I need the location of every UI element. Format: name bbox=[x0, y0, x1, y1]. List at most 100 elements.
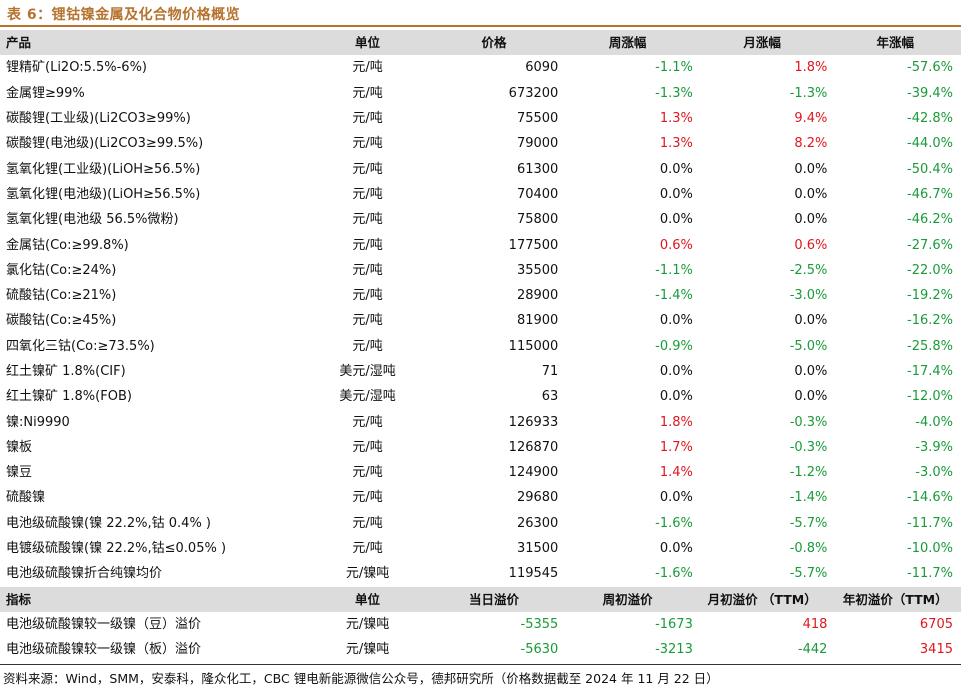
unit-cell: 元/吨 bbox=[352, 541, 383, 557]
weekly-change-cell: 0.0% bbox=[659, 490, 693, 506]
yearly-change-cell: -16.2% bbox=[907, 313, 953, 329]
header-indicator: 指标 bbox=[0, 586, 308, 612]
header-week-start-premium: 周初溢价 bbox=[560, 586, 695, 612]
unit-cell: 元/镍吨 bbox=[345, 566, 390, 582]
unit-cell: 元/吨 bbox=[352, 85, 383, 101]
header-product: 产品 bbox=[0, 30, 308, 56]
product-name: 硫酸钴(Co:≥21%) bbox=[6, 288, 117, 304]
weekly-change-cell: -1.3% bbox=[655, 85, 693, 101]
product-name: 镍豆 bbox=[6, 465, 33, 481]
yearly-change-cell: -4.0% bbox=[915, 414, 953, 430]
yearly-change-cell: -11.7% bbox=[907, 515, 953, 531]
price-cell: 126933 bbox=[508, 414, 559, 430]
monthly-change-cell: -442 bbox=[797, 642, 828, 658]
header-daily-premium: 当日溢价 bbox=[427, 586, 561, 612]
weekly-change-cell: -1.6% bbox=[655, 515, 693, 531]
yearly-change-cell: -39.4% bbox=[907, 85, 953, 101]
product-name: 碳酸钴(Co:≥45%) bbox=[6, 313, 117, 329]
table-row: 氢氧化锂(工业级)(LiOH≥56.5%) 元/吨 61300 0.0% 0.0% -50… bbox=[0, 156, 961, 181]
unit-cell: 元/吨 bbox=[352, 262, 383, 278]
price-cell: 81900 bbox=[516, 313, 559, 329]
price-cell: -5355 bbox=[520, 616, 559, 632]
monthly-change-cell: 0.0% bbox=[794, 161, 828, 177]
weekly-change-cell: -1.1% bbox=[655, 60, 693, 76]
unit-cell: 元/吨 bbox=[352, 288, 383, 304]
price-cell: 119545 bbox=[508, 566, 559, 582]
monthly-change-cell: -5.7% bbox=[789, 515, 828, 531]
table-row: 镍豆 元/吨 124900 1.4% -1.2% -3.0% bbox=[0, 460, 961, 485]
weekly-change-cell: 1.3% bbox=[659, 136, 693, 152]
product-name: 四氧化三钴(Co:≥73.5%) bbox=[6, 338, 155, 354]
table-row: 硫酸镍 元/吨 29680 0.0% -1.4% -14.6% bbox=[0, 485, 961, 510]
yearly-change-cell: -44.0% bbox=[907, 136, 953, 152]
product-name: 金属锂≥99% bbox=[6, 85, 85, 101]
table-row: 镍板 元/吨 126870 1.7% -0.3% -3.9% bbox=[0, 435, 961, 460]
product-name: 碳酸锂(电池级)(Li2CO3≥99.5%) bbox=[6, 136, 204, 152]
price-cell: 70400 bbox=[516, 186, 559, 202]
weekly-change-cell: 0.0% bbox=[659, 212, 693, 228]
unit-cell: 元/吨 bbox=[352, 161, 383, 177]
monthly-change-cell: 0.0% bbox=[794, 313, 828, 329]
unit-cell: 元/吨 bbox=[352, 414, 383, 430]
price-cell: 75800 bbox=[516, 212, 559, 228]
table-row: 金属锂≥99% 元/吨 673200 -1.3% -1.3% -39.4% bbox=[0, 81, 961, 106]
weekly-change-cell: -1.4% bbox=[655, 288, 693, 304]
price-cell: 126870 bbox=[508, 439, 559, 455]
yearly-change-cell: -3.0% bbox=[915, 465, 953, 481]
header-unit-2: 单位 bbox=[307, 586, 428, 612]
weekly-change-cell: -3213 bbox=[655, 642, 693, 658]
header-yearly-change: 年涨幅 bbox=[829, 30, 961, 56]
monthly-change-cell: 9.4% bbox=[794, 111, 828, 127]
price-cell: 124900 bbox=[508, 465, 559, 481]
price-cell: 31500 bbox=[516, 541, 559, 557]
unit-cell: 元/吨 bbox=[352, 338, 383, 354]
header-weekly-change: 周涨幅 bbox=[560, 30, 695, 56]
price-cell: 26300 bbox=[516, 515, 559, 531]
monthly-change-cell: 1.8% bbox=[794, 60, 828, 76]
weekly-change-cell: 1.8% bbox=[659, 414, 693, 430]
monthly-change-cell: -0.3% bbox=[789, 439, 828, 455]
monthly-change-cell: 0.6% bbox=[794, 237, 828, 253]
footer-divider bbox=[0, 664, 961, 665]
product-name: 镍:Ni9990 bbox=[6, 414, 70, 430]
yearly-change-cell: -50.4% bbox=[907, 161, 953, 177]
product-name: 电池级硫酸镍折合纯镍均价 bbox=[6, 566, 163, 582]
weekly-change-cell: 0.0% bbox=[659, 186, 693, 202]
yearly-change-cell: -11.7% bbox=[907, 566, 953, 582]
unit-cell: 元/吨 bbox=[352, 465, 383, 481]
monthly-change-cell: -2.5% bbox=[789, 262, 828, 278]
header-row: 产品 单位 价格 周涨幅 月涨幅 年涨幅 bbox=[0, 30, 961, 56]
header-monthly-change: 月涨幅 bbox=[694, 30, 830, 56]
monthly-change-cell: -0.3% bbox=[789, 414, 828, 430]
table-row: 锂精矿(Li2O:5.5%-6%) 元/吨 6090 -1.1% 1.8% -57.6% bbox=[0, 55, 961, 80]
table-row: 硫酸钴(Co:≥21%) 元/吨 28900 -1.4% -3.0% -19.2% bbox=[0, 283, 961, 308]
weekly-change-cell: 0.6% bbox=[659, 237, 693, 253]
product-name: 电镀级硫酸镍(镍 22.2%,钴≤0.05% ) bbox=[6, 541, 227, 557]
weekly-change-cell: 1.4% bbox=[659, 465, 693, 481]
premium-row: 电池级硫酸镍较一级镍（板）溢价 元/镍吨 -5630 -3213 -442 3415 bbox=[0, 637, 961, 662]
product-name: 氢氧化锂(电池级 56.5%微粉) bbox=[6, 212, 179, 228]
product-name: 镍板 bbox=[6, 439, 33, 455]
product-name: 碳酸锂(工业级)(Li2CO3≥99%) bbox=[6, 111, 191, 127]
weekly-change-cell: 1.3% bbox=[659, 111, 693, 127]
table-row: 红土镍矿 1.8%(CIF) 美元/湿吨 71 0.0% 0.0% -17.4% bbox=[0, 359, 961, 384]
product-name: 电池级硫酸镍较一级镍（板）溢价 bbox=[6, 642, 202, 658]
price-cell: 79000 bbox=[516, 136, 559, 152]
weekly-change-cell: 0.0% bbox=[659, 389, 693, 405]
monthly-change-cell: 0.0% bbox=[794, 212, 828, 228]
weekly-change-cell: -0.9% bbox=[655, 338, 693, 354]
price-cell: 177500 bbox=[508, 237, 559, 253]
weekly-change-cell: 1.7% bbox=[659, 439, 693, 455]
monthly-change-cell: 418 bbox=[802, 616, 828, 632]
monthly-change-cell: -5.0% bbox=[789, 338, 828, 354]
price-cell: 673200 bbox=[508, 85, 559, 101]
price-cell: -5630 bbox=[520, 642, 559, 658]
monthly-change-cell: -1.4% bbox=[789, 490, 828, 506]
table-row: 碳酸锂(电池级)(Li2CO3≥99.5%) 元/吨 79000 1.3% 8.2% -4… bbox=[0, 131, 961, 156]
monthly-change-cell: 0.0% bbox=[794, 186, 828, 202]
product-name: 氢氧化锂(工业级)(LiOH≥56.5%) bbox=[6, 161, 201, 177]
product-name: 红土镍矿 1.8%(FOB) bbox=[6, 389, 132, 405]
table-row: 碳酸钴(Co:≥45%) 元/吨 81900 0.0% 0.0% -16.2% bbox=[0, 308, 961, 333]
header-unit: 单位 bbox=[307, 30, 428, 56]
unit-cell: 元/吨 bbox=[352, 111, 383, 127]
